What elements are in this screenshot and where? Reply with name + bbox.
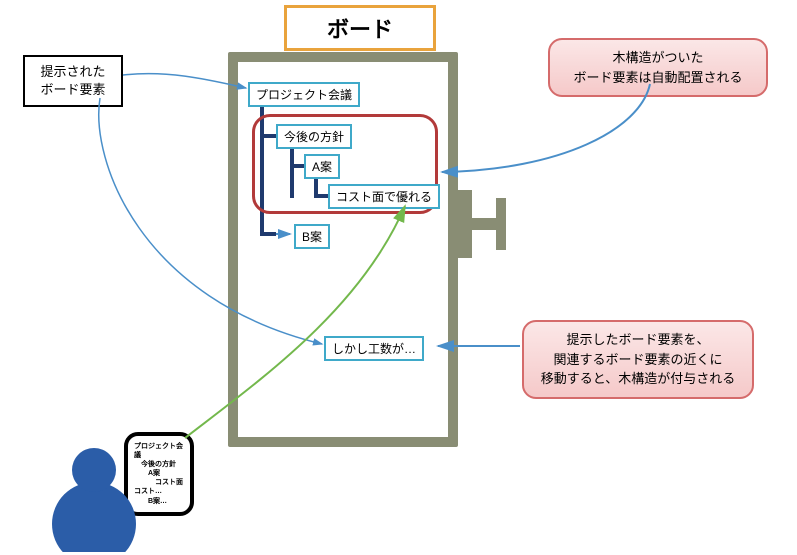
board-handle-cap	[496, 198, 506, 250]
node-plan-a: A案	[304, 154, 340, 179]
presented-element-text: 提示された ボード要素	[40, 64, 105, 97]
title-box: ボード	[284, 5, 436, 51]
callout-move-attach-text: 提示したボード要素を、 関連するボード要素の近くに 移動すると、木構造が付与され…	[541, 332, 735, 386]
presented-element-label: 提示された ボード要素	[23, 55, 123, 107]
board-handle	[458, 190, 472, 258]
node-future-policy: 今後の方針	[276, 124, 352, 149]
callout-move-attach: 提示したボード要素を、 関連するボード要素の近くに 移動すると、木構造が付与され…	[522, 320, 754, 399]
device-text: プロジェクト会議 今後の方針 A案 コスト面コスト… B案…	[134, 443, 183, 505]
node-project-meeting: プロジェクト会議	[248, 82, 360, 107]
person-head	[72, 448, 116, 492]
tree-line	[260, 232, 276, 236]
callout-auto-layout: 木構造がついた ボード要素は自動配置される	[548, 38, 768, 97]
node-however-effort: しかし工数が…	[324, 336, 424, 361]
callout-auto-layout-text: 木構造がついた ボード要素は自動配置される	[573, 50, 742, 85]
device: プロジェクト会議 今後の方針 A案 コスト面コスト… B案…	[124, 432, 194, 516]
node-plan-b: B案	[294, 224, 330, 249]
node-cost-advantage: コスト面で優れる	[328, 184, 440, 209]
